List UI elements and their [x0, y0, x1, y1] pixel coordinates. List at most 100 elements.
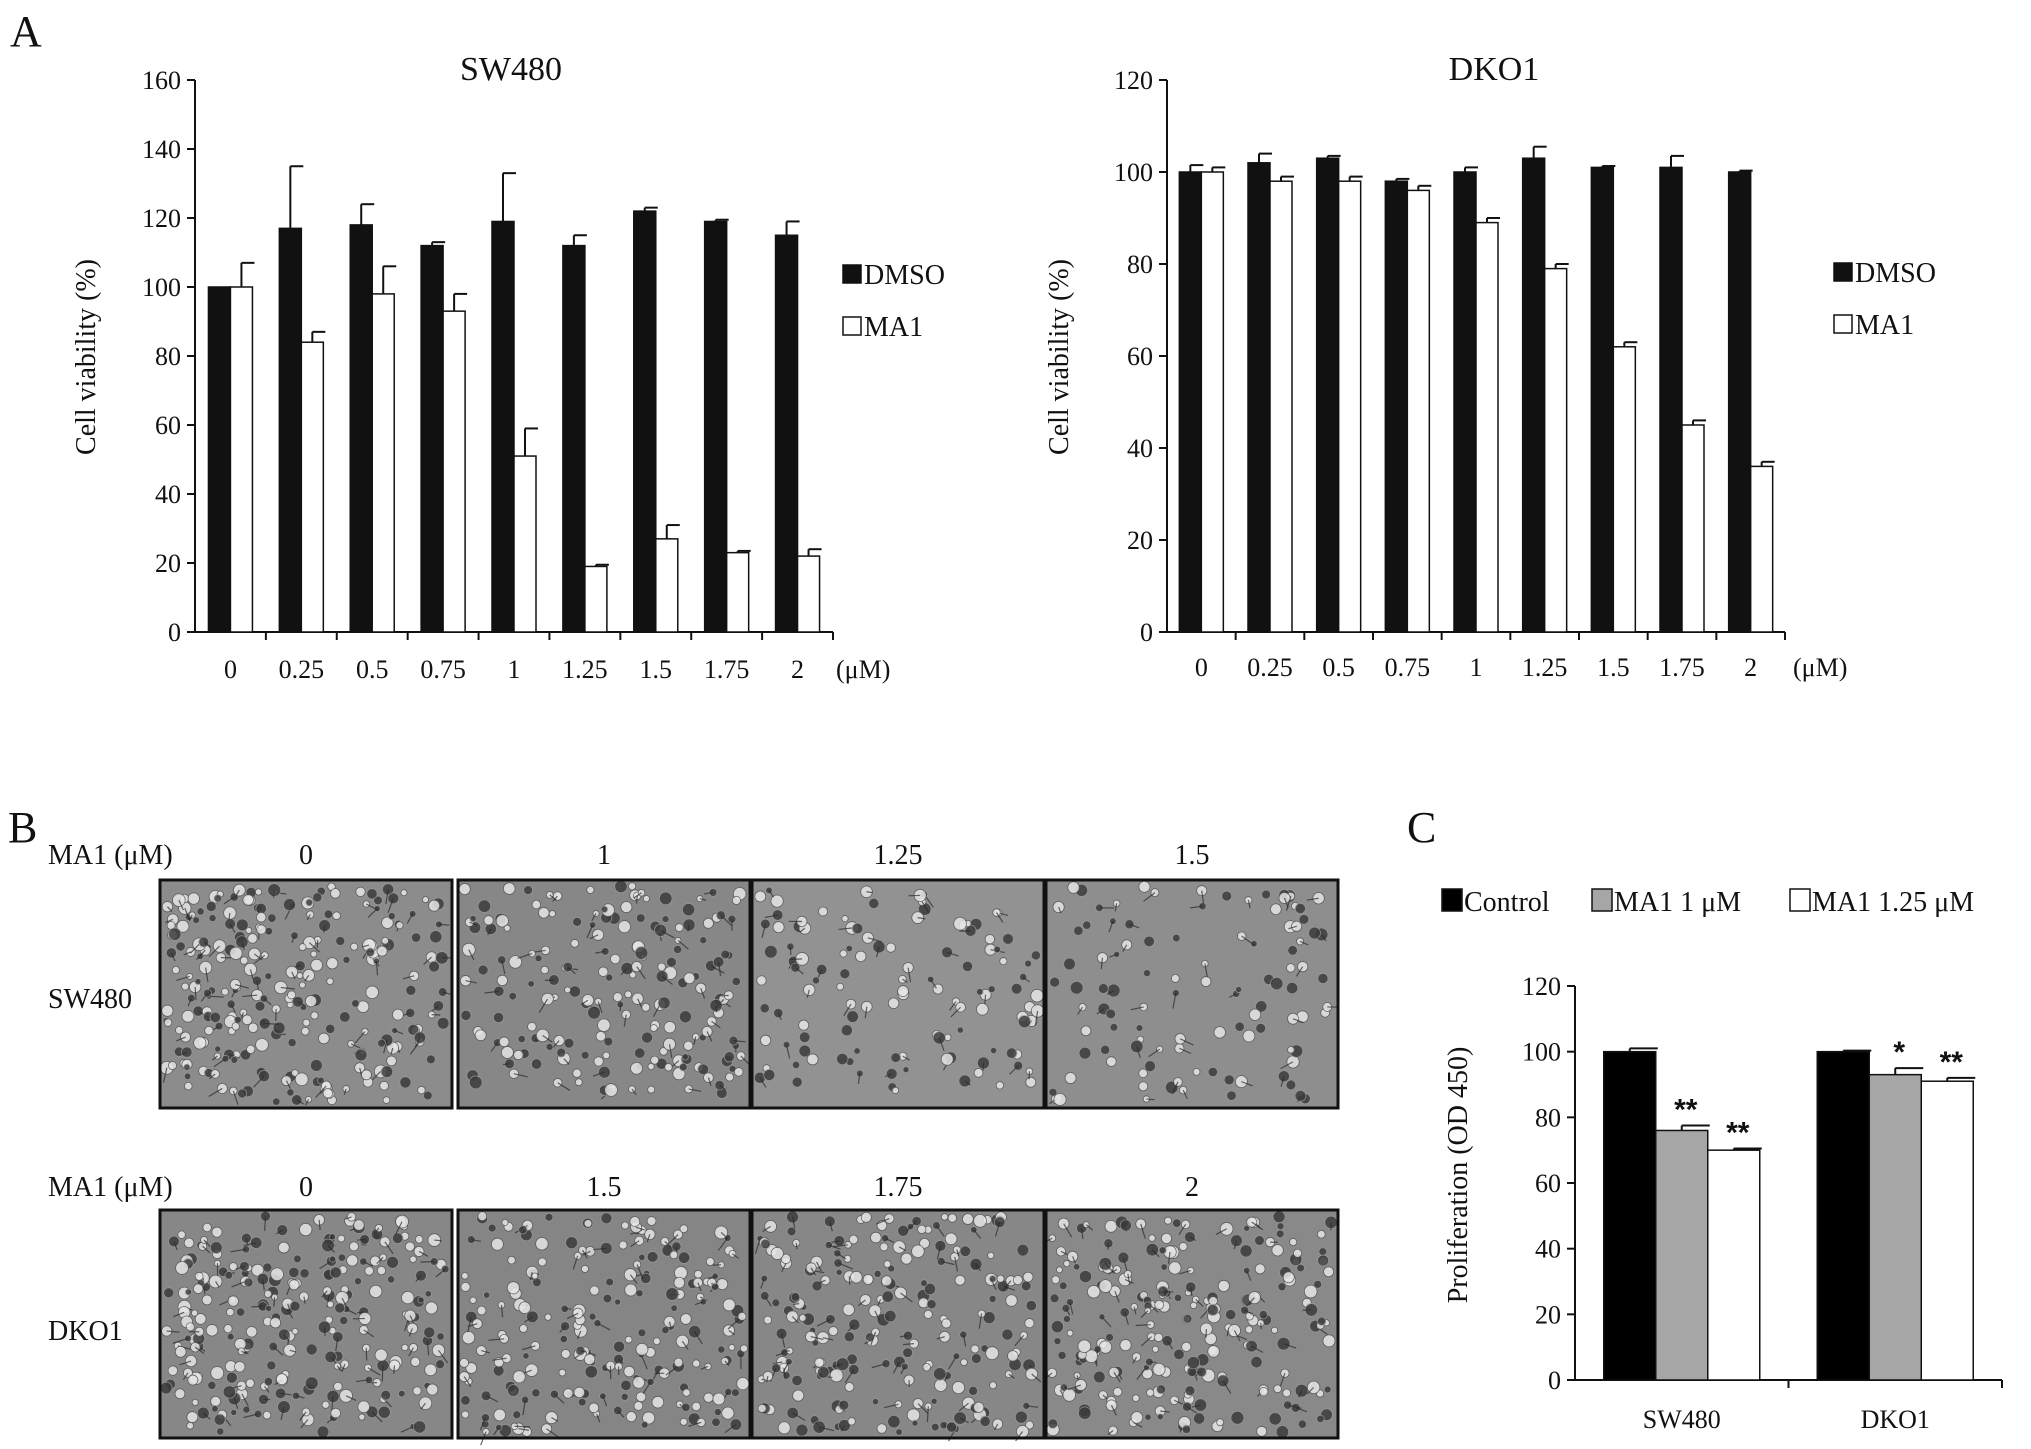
cell-blob	[194, 978, 202, 985]
cell-blob	[275, 1373, 288, 1386]
cell-process	[1171, 1081, 1179, 1095]
cell-process	[361, 944, 370, 948]
cell-blob	[1098, 1279, 1113, 1293]
bar-ma1	[1200, 171, 1225, 633]
cell-process	[900, 1366, 906, 1375]
cell-blob	[503, 924, 511, 932]
cell-process	[795, 1242, 798, 1250]
cell-blob	[174, 1345, 187, 1358]
cell-blob	[326, 1300, 334, 1308]
cell-process	[1246, 1297, 1255, 1307]
cell-process	[870, 1331, 877, 1346]
cell-process	[229, 923, 236, 933]
cell-blob	[976, 988, 984, 996]
x-tick-label: 0.25	[279, 655, 325, 684]
cell-blob	[357, 1400, 371, 1414]
cell-blob	[572, 1068, 582, 1078]
cell-process	[1247, 900, 1251, 909]
cell-blob	[806, 1053, 819, 1066]
cell-blob	[658, 891, 673, 906]
cell-blob	[623, 1365, 635, 1378]
cell-blob	[1050, 1320, 1064, 1334]
cell-process	[721, 994, 729, 997]
cell-process	[775, 1352, 785, 1357]
cell-process	[1151, 1249, 1160, 1258]
cell-process	[1190, 1286, 1193, 1297]
cell-blob	[346, 1254, 359, 1267]
y-tick-label: 60	[1127, 342, 1153, 371]
dose-label: 1.5	[587, 1172, 622, 1203]
cell-process	[343, 1088, 347, 1096]
cell-blob	[634, 1235, 645, 1246]
cell-blob	[226, 1332, 235, 1341]
cell-blob	[241, 1014, 253, 1026]
cell-process	[500, 1304, 504, 1318]
cell-blob	[204, 1025, 214, 1036]
cell-blob	[1080, 1025, 1092, 1037]
cell-process	[394, 1029, 404, 1035]
cell-process	[816, 1261, 822, 1272]
cell-process	[1022, 976, 1030, 983]
cell-process	[330, 1356, 337, 1364]
cell-blob	[1047, 1418, 1058, 1429]
cell-blob	[1078, 1046, 1092, 1060]
cell-blob	[405, 984, 417, 996]
cell-blob	[791, 1076, 803, 1088]
cell-process	[591, 913, 597, 922]
cell-process	[409, 1041, 421, 1055]
cell-process	[1136, 1366, 1147, 1380]
cell-process	[262, 1279, 265, 1291]
cell-process	[170, 952, 176, 962]
cell-blob	[304, 995, 318, 1008]
cell-blob	[843, 1254, 852, 1263]
y-tick-label: 80	[1127, 250, 1153, 279]
cell-blob	[376, 945, 388, 957]
cell-blob	[646, 1251, 659, 1263]
cell-blob	[246, 1044, 256, 1054]
cell-process	[700, 1365, 709, 1370]
bar-dmso	[562, 244, 586, 633]
cell-blob	[673, 1276, 686, 1289]
cell-blob	[1006, 1047, 1018, 1059]
cell-process	[484, 990, 499, 994]
cell-blob	[1322, 1334, 1336, 1348]
cell-process	[938, 1037, 945, 1052]
cell-blob	[1172, 933, 1181, 943]
cell-blob	[460, 1395, 471, 1406]
cell-blob	[483, 915, 494, 926]
cell-blob	[538, 907, 550, 919]
cell-blob	[568, 985, 582, 998]
cell-process	[694, 1331, 703, 1345]
cell-blob	[1248, 1008, 1262, 1021]
cell-process	[367, 1367, 381, 1376]
cell-blob	[600, 905, 609, 913]
cell-process	[792, 1303, 800, 1305]
cell-blob	[870, 1231, 882, 1244]
dose-header-row2: MA1 (μM)	[48, 1172, 173, 1203]
cell-blob	[192, 1283, 204, 1294]
y-tick-label: 100	[1114, 158, 1153, 187]
cell-blob	[353, 1219, 365, 1231]
bar-dmso	[703, 220, 728, 633]
cell-blob	[1014, 1410, 1028, 1424]
cell-blob	[1255, 1000, 1268, 1013]
cell-process	[866, 891, 873, 894]
micrograph-frame	[158, 878, 454, 1110]
cell-blob	[703, 1392, 714, 1403]
cell-blob	[1005, 1294, 1018, 1307]
cell-blob	[325, 1023, 336, 1034]
cell-process	[273, 1297, 276, 1307]
cell-process	[189, 943, 200, 954]
cell-blob	[577, 1397, 587, 1407]
x-tick-label: DKO1	[1861, 1405, 1930, 1434]
cell-blob	[1135, 1024, 1144, 1032]
cell-blob	[1078, 1406, 1092, 1420]
cell-blob	[1164, 1216, 1172, 1225]
cell-process	[341, 1363, 346, 1373]
bar-dmso	[278, 227, 303, 633]
cell-blob	[429, 930, 443, 944]
cell-blob	[1154, 1299, 1165, 1310]
cell-blob	[661, 915, 670, 923]
cell-process	[263, 998, 272, 1006]
cell-process	[1008, 1373, 1015, 1379]
